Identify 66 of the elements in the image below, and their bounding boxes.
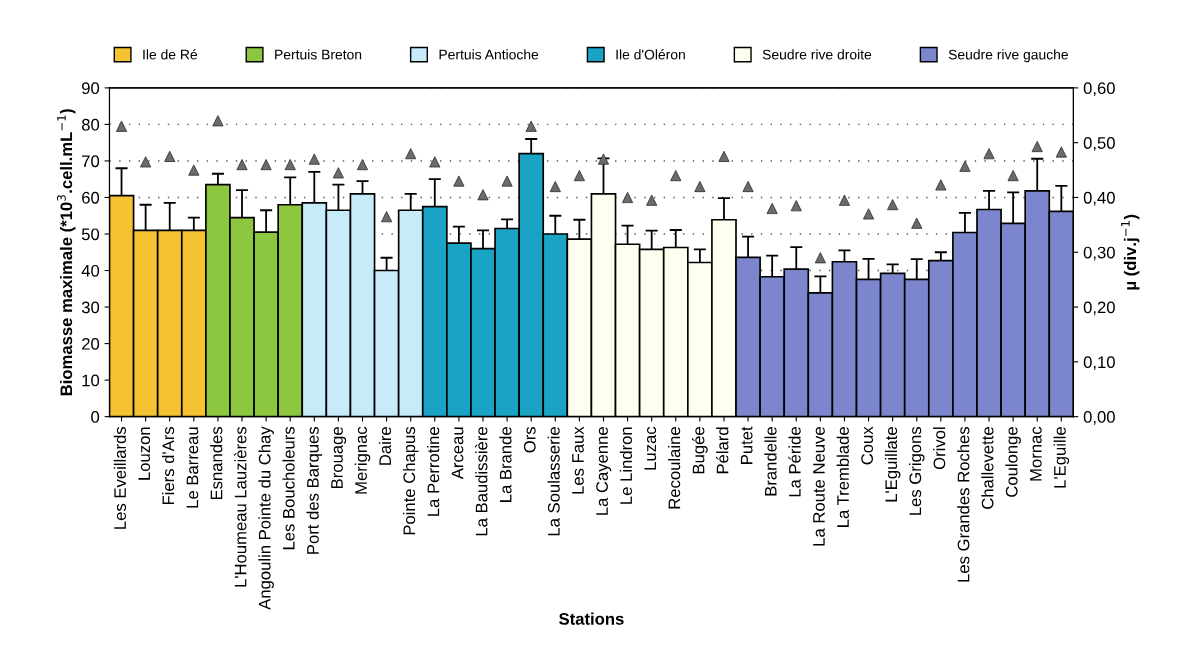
x-tick-label: Brouage — [331, 427, 347, 488]
x-axis-title: Stations — [559, 612, 624, 625]
x-tick-label: La Péride — [788, 427, 801, 497]
x-tick-label: La Perrotine — [427, 427, 440, 516]
y2-tick-label: 0,10 — [1083, 356, 1115, 371]
x-tick-label: Brandelle — [764, 427, 777, 496]
x-tick-label: Ors — [523, 426, 536, 453]
x-tick-label: Louzon — [138, 427, 151, 480]
y-tick-label: 20 — [82, 337, 100, 350]
x-tick-label: Arceau — [451, 427, 464, 480]
y2-tick-label: 0,30 — [1083, 246, 1115, 261]
x-tick-label: Pointe Chapus — [402, 426, 419, 535]
x-tick-label: Les Grigons — [908, 426, 925, 515]
x-tick-label: L'Eguille — [1053, 427, 1070, 488]
x-tick-label: La Tremblade — [836, 427, 849, 527]
legend-label: Pertuis Antioche — [439, 49, 539, 60]
x-tick-label: Mornac — [1030, 426, 1042, 481]
x-tick-label: Fiers d'Ars — [161, 426, 175, 505]
x-tick-label: L'Eguillate — [884, 427, 901, 502]
legend-label: Ile d'Oléron — [616, 49, 685, 60]
x-tick-label: La Soulasserie — [547, 427, 560, 536]
x-tick-label: Putet — [740, 426, 753, 464]
x-tick-label: La Brande — [499, 427, 512, 502]
legend-label: Seudre rive gauche — [948, 49, 1068, 63]
y-tick-label: 90 — [82, 82, 100, 95]
x-tick-label: L'Houmeau Lauzières — [234, 426, 247, 587]
x-tick-label: Coulonge — [1005, 427, 1021, 497]
y-tick-label: 0 — [91, 411, 100, 423]
y2-tick-label: 0,20 — [1083, 301, 1115, 316]
x-tick-label: Les Eveillards — [113, 426, 126, 529]
x-tick-label: Daire — [378, 427, 392, 465]
y-tick-label: 80 — [81, 118, 100, 131]
x-tick-label: Bugée — [692, 427, 708, 474]
y-tick-label: 70 — [82, 155, 100, 168]
y-tick-label: 30 — [81, 301, 100, 314]
x-tick-label: Port des Barques — [306, 426, 323, 554]
x-tick-label: Les Boucholeurs — [282, 426, 295, 550]
y-tick-label: 10 — [82, 374, 100, 387]
x-tick-label: Merignac — [354, 426, 371, 494]
x-tick-label: Luzac — [644, 426, 657, 470]
y2-axis-title: µ (div.j$^{−1}$) — [1121, 214, 1140, 290]
x-tick-label: Challevette — [981, 427, 994, 509]
x-tick-label: Le Barreau — [186, 427, 199, 508]
y2-tick-label: 0,60 — [1083, 82, 1115, 97]
x-tick-label: La Route Neuve — [813, 427, 825, 546]
x-tick-label: Les Faux — [572, 426, 584, 494]
y2-tick-label: 0,00 — [1083, 411, 1115, 425]
x-tick-label: Pélard — [716, 427, 729, 474]
legend-label: Seudre rive droite — [762, 49, 872, 60]
x-tick-label: Esnandes — [210, 426, 223, 500]
x-tick-label: Angoulin Pointe du Chay — [258, 426, 274, 610]
y2-tick-label: 0,50 — [1083, 137, 1115, 151]
x-tick-label: Coux — [861, 426, 874, 465]
x-tick-label: La Baudissière — [475, 427, 488, 536]
x-tick-label: Les Grandes Roches — [957, 426, 970, 582]
legend-label: Ile de Ré — [143, 49, 198, 60]
x-tick-label: Recoulaine — [668, 427, 681, 509]
y-axis-title: Biomasse maximale (*10$^{3}$.cell.mL$^{−1}$) — [57, 109, 76, 396]
y-tick-label: 40 — [81, 264, 100, 277]
x-tick-label: Orivol — [933, 427, 946, 470]
x-tick-label: La Cayenne — [596, 427, 612, 515]
y-tick-label: 60 — [82, 191, 100, 204]
x-tick-label: Le Lindron — [619, 427, 633, 504]
legend-label: Pertuis Breton — [275, 49, 362, 60]
y-tick-label: 50 — [81, 228, 100, 241]
y2-tick-label: 0,40 — [1083, 191, 1115, 206]
